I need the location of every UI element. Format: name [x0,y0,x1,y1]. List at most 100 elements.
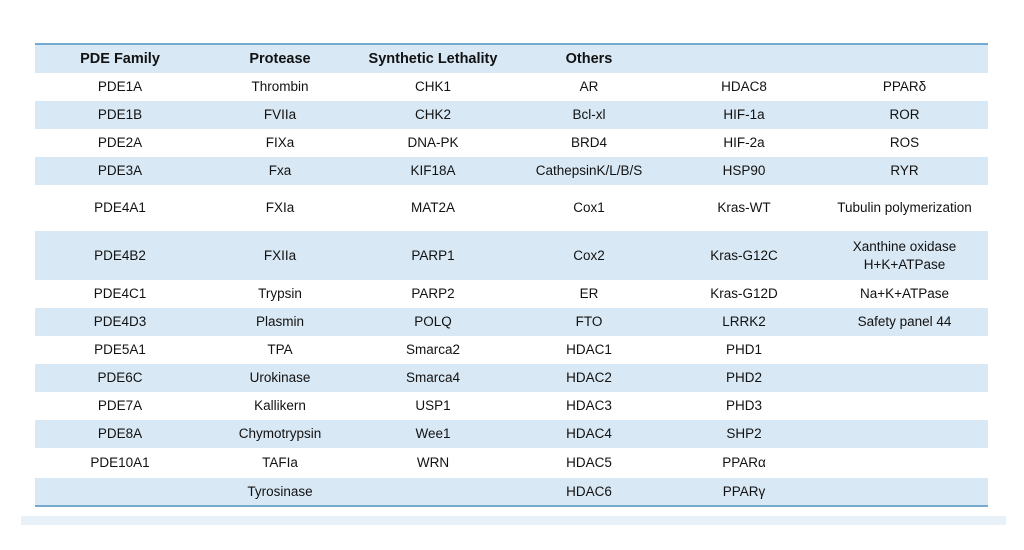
table-cell: Chymotrypsin [238,426,322,441]
table-cell: PDE2A [97,135,143,150]
table-cell: PDE8A [97,426,143,441]
table-cell: PDE1B [97,107,143,122]
table-row: PDE6C Urokinase Smarca4 HDAC2 PHD2 [35,364,988,392]
column-header-blank-5 [821,44,988,73]
table-cell [821,420,988,448]
table-cell: Smarca4 [405,370,461,385]
table-cell: PARP2 [411,286,455,301]
table-cell: Wee1 [415,426,451,441]
column-header-others: Others [565,51,613,67]
table-cell: FXIa [265,200,295,215]
table-row: PDE2A FIXa DNA-PK BRD4 HIF-2a ROS [35,129,988,157]
table-cell: PDE1A [97,79,143,94]
table-row: PDE5A1 TPA Smarca2 HDAC1 PHD1 [35,336,988,364]
table-cell: PHD3 [725,398,762,413]
table-cell [821,364,988,392]
table-cell: PPARγ [722,483,766,499]
table-cell: HDAC8 [721,79,767,94]
table-cell: Kras-G12C [710,247,778,263]
table-cell: PHD2 [725,370,762,385]
table-cell: TPA [267,342,293,357]
table-cell: PDE4A1 [94,200,146,215]
table-cell: PDE10A1 [90,455,150,470]
table-cell: DNA-PK [407,135,459,150]
table-cell [821,478,988,506]
table-cell: HDAC6 [566,483,612,499]
table-cell: Bcl-xl [572,107,606,122]
table-cell: Urokinase [249,370,311,385]
table-cell: HDAC5 [566,455,612,470]
table-cell: PPARα [722,455,766,470]
table-cell: PPARδ [882,79,927,94]
table-cell: PDE5A1 [94,342,146,357]
table-cell: HDAC4 [566,426,612,441]
table-row: PDE1B FVIIa CHK2 Bcl-xl HIF-1a ROR [35,101,988,129]
table-cell: HIF-2a [723,135,765,150]
table-cell: PDE7A [97,398,143,413]
table-cell: CHK2 [414,107,451,122]
table-cell: HDAC3 [566,398,612,413]
table-cell: KIF18A [410,163,456,178]
table-row: PDE3A Fxa KIF18A CathepsinK/L/B/S HSP90 RYR [35,157,988,185]
table-cell: HSP90 [722,163,766,178]
table-row: PDE4D3 Plasmin POLQ FTO LRRK2 Safety panel 44 [35,308,988,336]
table-cell: PDE6C [97,370,143,385]
table-cell [821,448,988,478]
table-cell: AR [579,79,599,94]
target-panel-table-wrap: PDE Family Protease Synthetic Lethality Oth… [35,43,988,507]
table-cell: Thrombin [251,79,309,94]
table-cell: PDE4C1 [93,286,147,301]
table-cell: HDAC2 [566,370,612,385]
table-cell: Kras-WT [717,200,771,215]
target-panel-table: PDE Family Protease Synthetic Lethality Oth… [35,43,988,507]
table-row: PDE4C1 Trypsin PARP2 ER Kras-G12D Na+K+ATPase [35,280,988,308]
table-cell: PHD1 [725,342,762,357]
table-cell: FXIIa [263,247,297,263]
table-cell: Cox1 [573,200,605,215]
header-row: PDE Family Protease Synthetic Lethality Oth… [35,44,988,73]
table-cell: Trypsin [258,286,302,301]
table-cell: Smarca2 [405,342,461,357]
table-cell: HIF-1a [723,107,765,122]
table-cell: WRN [416,455,450,470]
table-cell: RYR [890,163,919,178]
column-header-protease: Protease [249,51,311,67]
table-cell: Xanthine oxidase H+K+ATPase [852,238,957,272]
table-cell: Kallikern [254,398,306,413]
table-cell: CHK1 [414,79,451,94]
table-cell: PDE4D3 [93,314,147,329]
table-cell: MAT2A [410,200,455,215]
table-cell: LRRK2 [722,314,766,329]
table-cell: ROR [889,107,920,122]
table-cell: PDE3A [97,163,143,178]
table-cell: FIXa [265,135,295,150]
table-cell: PARP1 [411,247,455,263]
table-cell [35,478,205,506]
table-cell: Tubulin polymerization [837,200,972,215]
table-cell: BRD4 [570,135,607,150]
table-row: PDE4B2 FXIIa PARP1 Cox2 Kras-G12C Xanthine ox… [35,231,988,280]
table-cell: CathepsinK/L/B/S [535,163,643,178]
table-row: PDE7A Kallikern USP1 HDAC3 PHD3 [35,392,988,420]
column-header-blank-4 [667,44,821,73]
table-cell: USP1 [415,398,451,413]
table-bottom-shadow [21,516,1006,525]
column-header-pde-family: PDE Family [80,51,160,67]
table-row: Tyrosinase HDAC6 PPARγ [35,478,988,506]
table-cell: HDAC1 [566,342,612,357]
column-header-synthetic-lethality: Synthetic Lethality [368,51,498,67]
table-cell: FTO [575,314,603,329]
table-cell [821,336,988,364]
table-cell: Tyrosinase [247,483,313,499]
table-cell: Cox2 [573,247,605,263]
table-cell: FVIIa [263,107,297,122]
table-row: PDE8A Chymotrypsin Wee1 HDAC4 SHP2 [35,420,988,448]
table-cell: Safety panel 44 [857,314,952,329]
table-cell: Na+K+ATPase [859,286,950,301]
table-body: PDE1A Thrombin CHK1 AR HDAC8 PPARδ PDE1B FVIIa C… [35,73,988,506]
table-cell: PDE4B2 [94,247,146,263]
table-cell: ER [579,286,599,301]
table-cell: ROS [889,135,920,150]
table-row: PDE10A1 TAFIa WRN HDAC5 PPARα [35,448,988,478]
table-cell: Plasmin [255,314,304,329]
